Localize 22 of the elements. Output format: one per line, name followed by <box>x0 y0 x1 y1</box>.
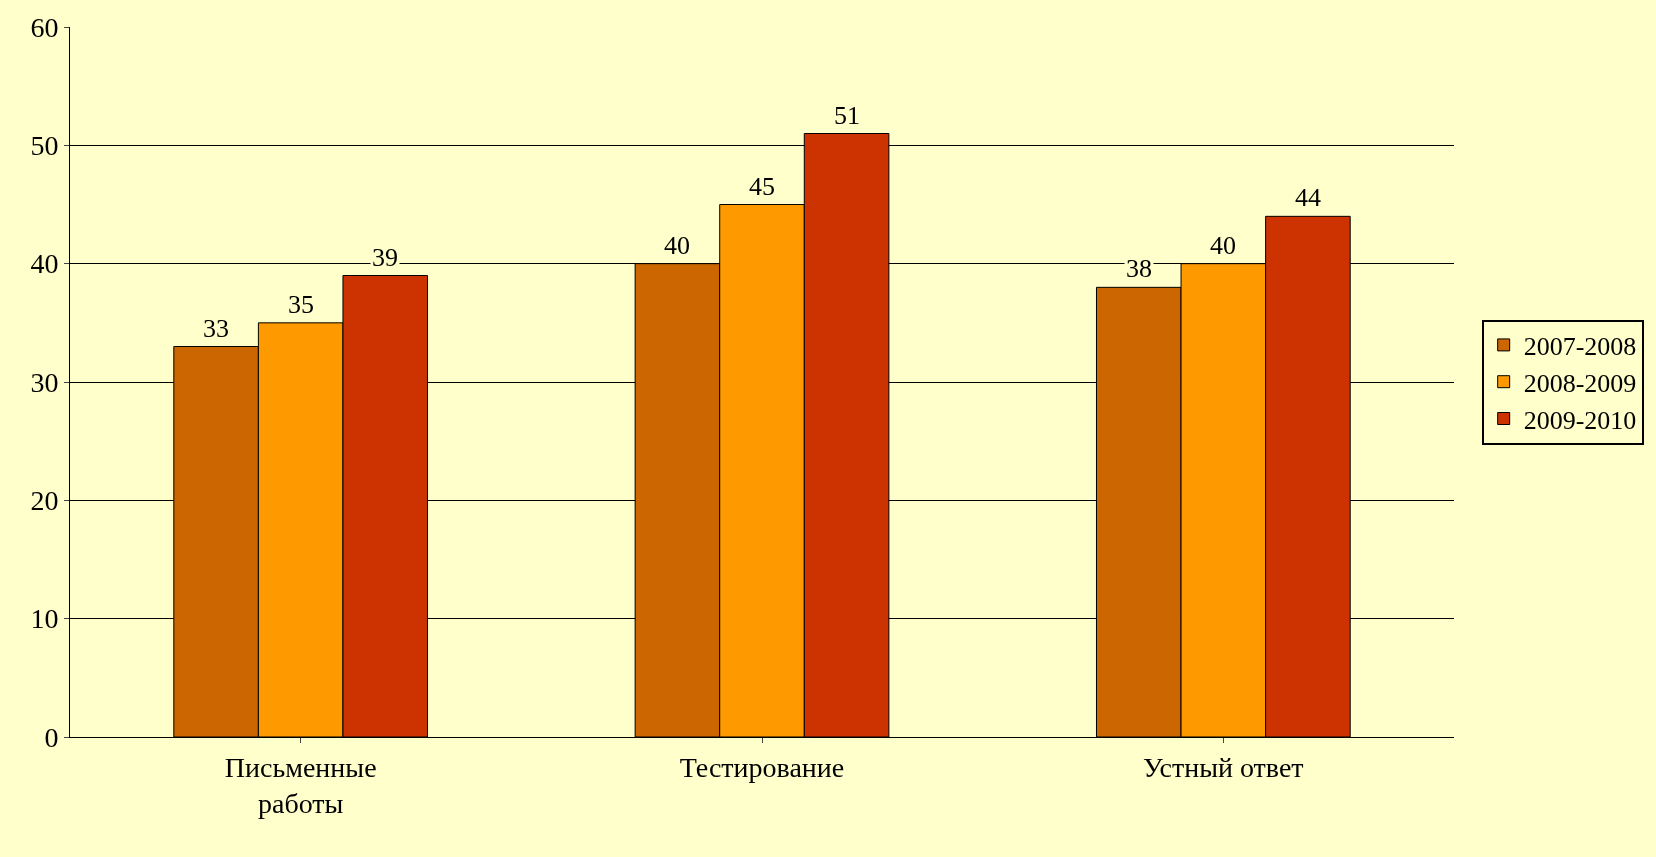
data-label: 45 <box>749 172 775 201</box>
y-tick-label: 20 <box>30 485 59 517</box>
x-tick-label: Тестирование <box>679 751 845 783</box>
legend-label: 2009-2010 <box>1523 405 1637 435</box>
data-label: 40 <box>664 231 690 260</box>
data-label: 40 <box>1210 231 1236 260</box>
data-label: 38 <box>1126 254 1152 283</box>
data-label: 44 <box>1295 183 1321 212</box>
data-label: 35 <box>288 290 314 319</box>
y-tick-label: 10 <box>30 603 59 635</box>
y-tick-label: 0 <box>44 721 59 753</box>
legend-label: 2008-2009 <box>1523 368 1637 398</box>
y-tick-label: 50 <box>30 130 59 162</box>
y-tick-label: 30 <box>30 366 59 398</box>
legend-label: 2007-2008 <box>1523 332 1637 362</box>
y-tick-label: 60 <box>30 11 59 43</box>
y-tick-label: 40 <box>30 248 59 280</box>
data-label: 33 <box>203 314 229 343</box>
x-tick-label: Устный ответ <box>1143 751 1304 783</box>
data-label: 51 <box>834 101 860 130</box>
x-tick-label: Письменные работы <box>224 751 377 819</box>
data-label: 39 <box>372 243 398 272</box>
